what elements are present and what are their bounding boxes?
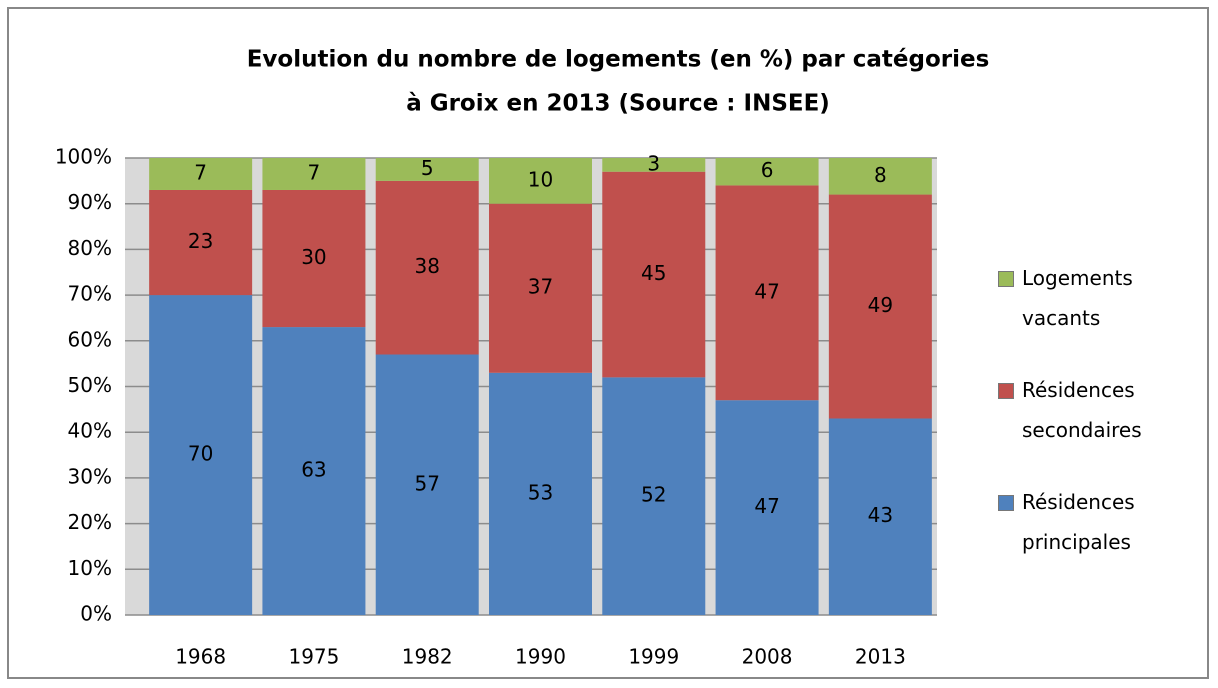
bar-segment — [149, 158, 253, 190]
legend-item: Résidences principales — [998, 482, 1172, 562]
x-tick-label: 1990 — [515, 645, 566, 669]
bar-segment — [602, 377, 706, 615]
data-label: 38 — [414, 254, 439, 278]
data-label: 7 — [308, 160, 321, 184]
bar-segment — [262, 158, 366, 190]
data-label: 43 — [868, 503, 893, 527]
data-label: 70 — [188, 442, 213, 466]
y-tick-label: 10% — [68, 556, 112, 580]
bar-segment — [828, 418, 932, 615]
y-tick-label: 40% — [68, 419, 112, 443]
y-tick-label: 50% — [68, 373, 112, 397]
data-label: 10 — [528, 167, 553, 191]
bar-segment — [715, 400, 819, 615]
x-tick-label: 2013 — [855, 645, 906, 669]
legend-swatch — [998, 271, 1014, 287]
data-label: 3 — [647, 151, 660, 175]
data-label: 30 — [301, 245, 326, 269]
y-tick-label: 100% — [55, 145, 112, 169]
bar-segment — [149, 189, 253, 296]
data-label: 5 — [421, 156, 434, 180]
x-tick-label: 1975 — [288, 645, 339, 669]
data-label: 57 — [414, 471, 439, 495]
legend-swatch — [998, 383, 1014, 399]
bar-segment — [715, 158, 819, 186]
data-label: 52 — [641, 483, 666, 507]
data-label: 8 — [874, 163, 887, 187]
bar-segment — [262, 189, 366, 328]
x-tick-label: 1982 — [402, 645, 453, 669]
legend-item: Logements vacants — [998, 258, 1172, 338]
x-tick-label: 2008 — [742, 645, 793, 669]
chart-title: à Groix en 2013 (Source : INSEE) — [406, 91, 830, 117]
data-label: 53 — [528, 480, 553, 504]
bar-segment — [489, 158, 592, 204]
y-tick-label: 0% — [80, 602, 112, 626]
data-label: 37 — [528, 275, 553, 299]
data-label: 49 — [868, 293, 893, 317]
data-label: 6 — [761, 158, 774, 182]
x-tick-label: 1968 — [175, 645, 226, 669]
bar-segment — [375, 354, 479, 615]
bar-segment — [715, 185, 819, 401]
legend-label: Résidences principales — [1022, 490, 1135, 554]
legend: Logements vacants Résidences secondaires R… — [998, 258, 1198, 594]
x-tick-label: 1999 — [628, 645, 679, 669]
y-tick-label: 80% — [68, 236, 112, 260]
y-tick-label: 20% — [68, 510, 112, 534]
y-tick-label: 30% — [68, 464, 112, 488]
data-label: 47 — [754, 494, 779, 518]
bar-segment — [489, 372, 592, 615]
legend-label: Résidences secondaires — [1022, 378, 1142, 442]
chart-title: Evolution du nombre de logements (en %) … — [247, 47, 990, 73]
bar-segment — [602, 171, 706, 378]
legend-swatch — [998, 495, 1014, 511]
y-tick-label: 60% — [68, 327, 112, 351]
bar-segment — [602, 158, 706, 172]
bar-segment — [828, 194, 932, 419]
bar-segment — [828, 158, 932, 195]
bar-segment — [489, 203, 592, 373]
data-label: 63 — [301, 458, 326, 482]
legend-label: Logements vacants — [1022, 266, 1133, 330]
legend-item: Résidences secondaires — [998, 370, 1172, 450]
data-label: 45 — [641, 261, 666, 285]
y-tick-label: 90% — [68, 190, 112, 214]
bar-segment — [262, 327, 366, 615]
data-label: 47 — [754, 279, 779, 303]
bar-segment — [149, 295, 253, 615]
bar-segment — [375, 180, 479, 355]
data-label: 23 — [188, 229, 213, 253]
data-label: 7 — [194, 160, 207, 184]
y-tick-label: 70% — [68, 282, 112, 306]
bar-segment — [375, 158, 479, 181]
